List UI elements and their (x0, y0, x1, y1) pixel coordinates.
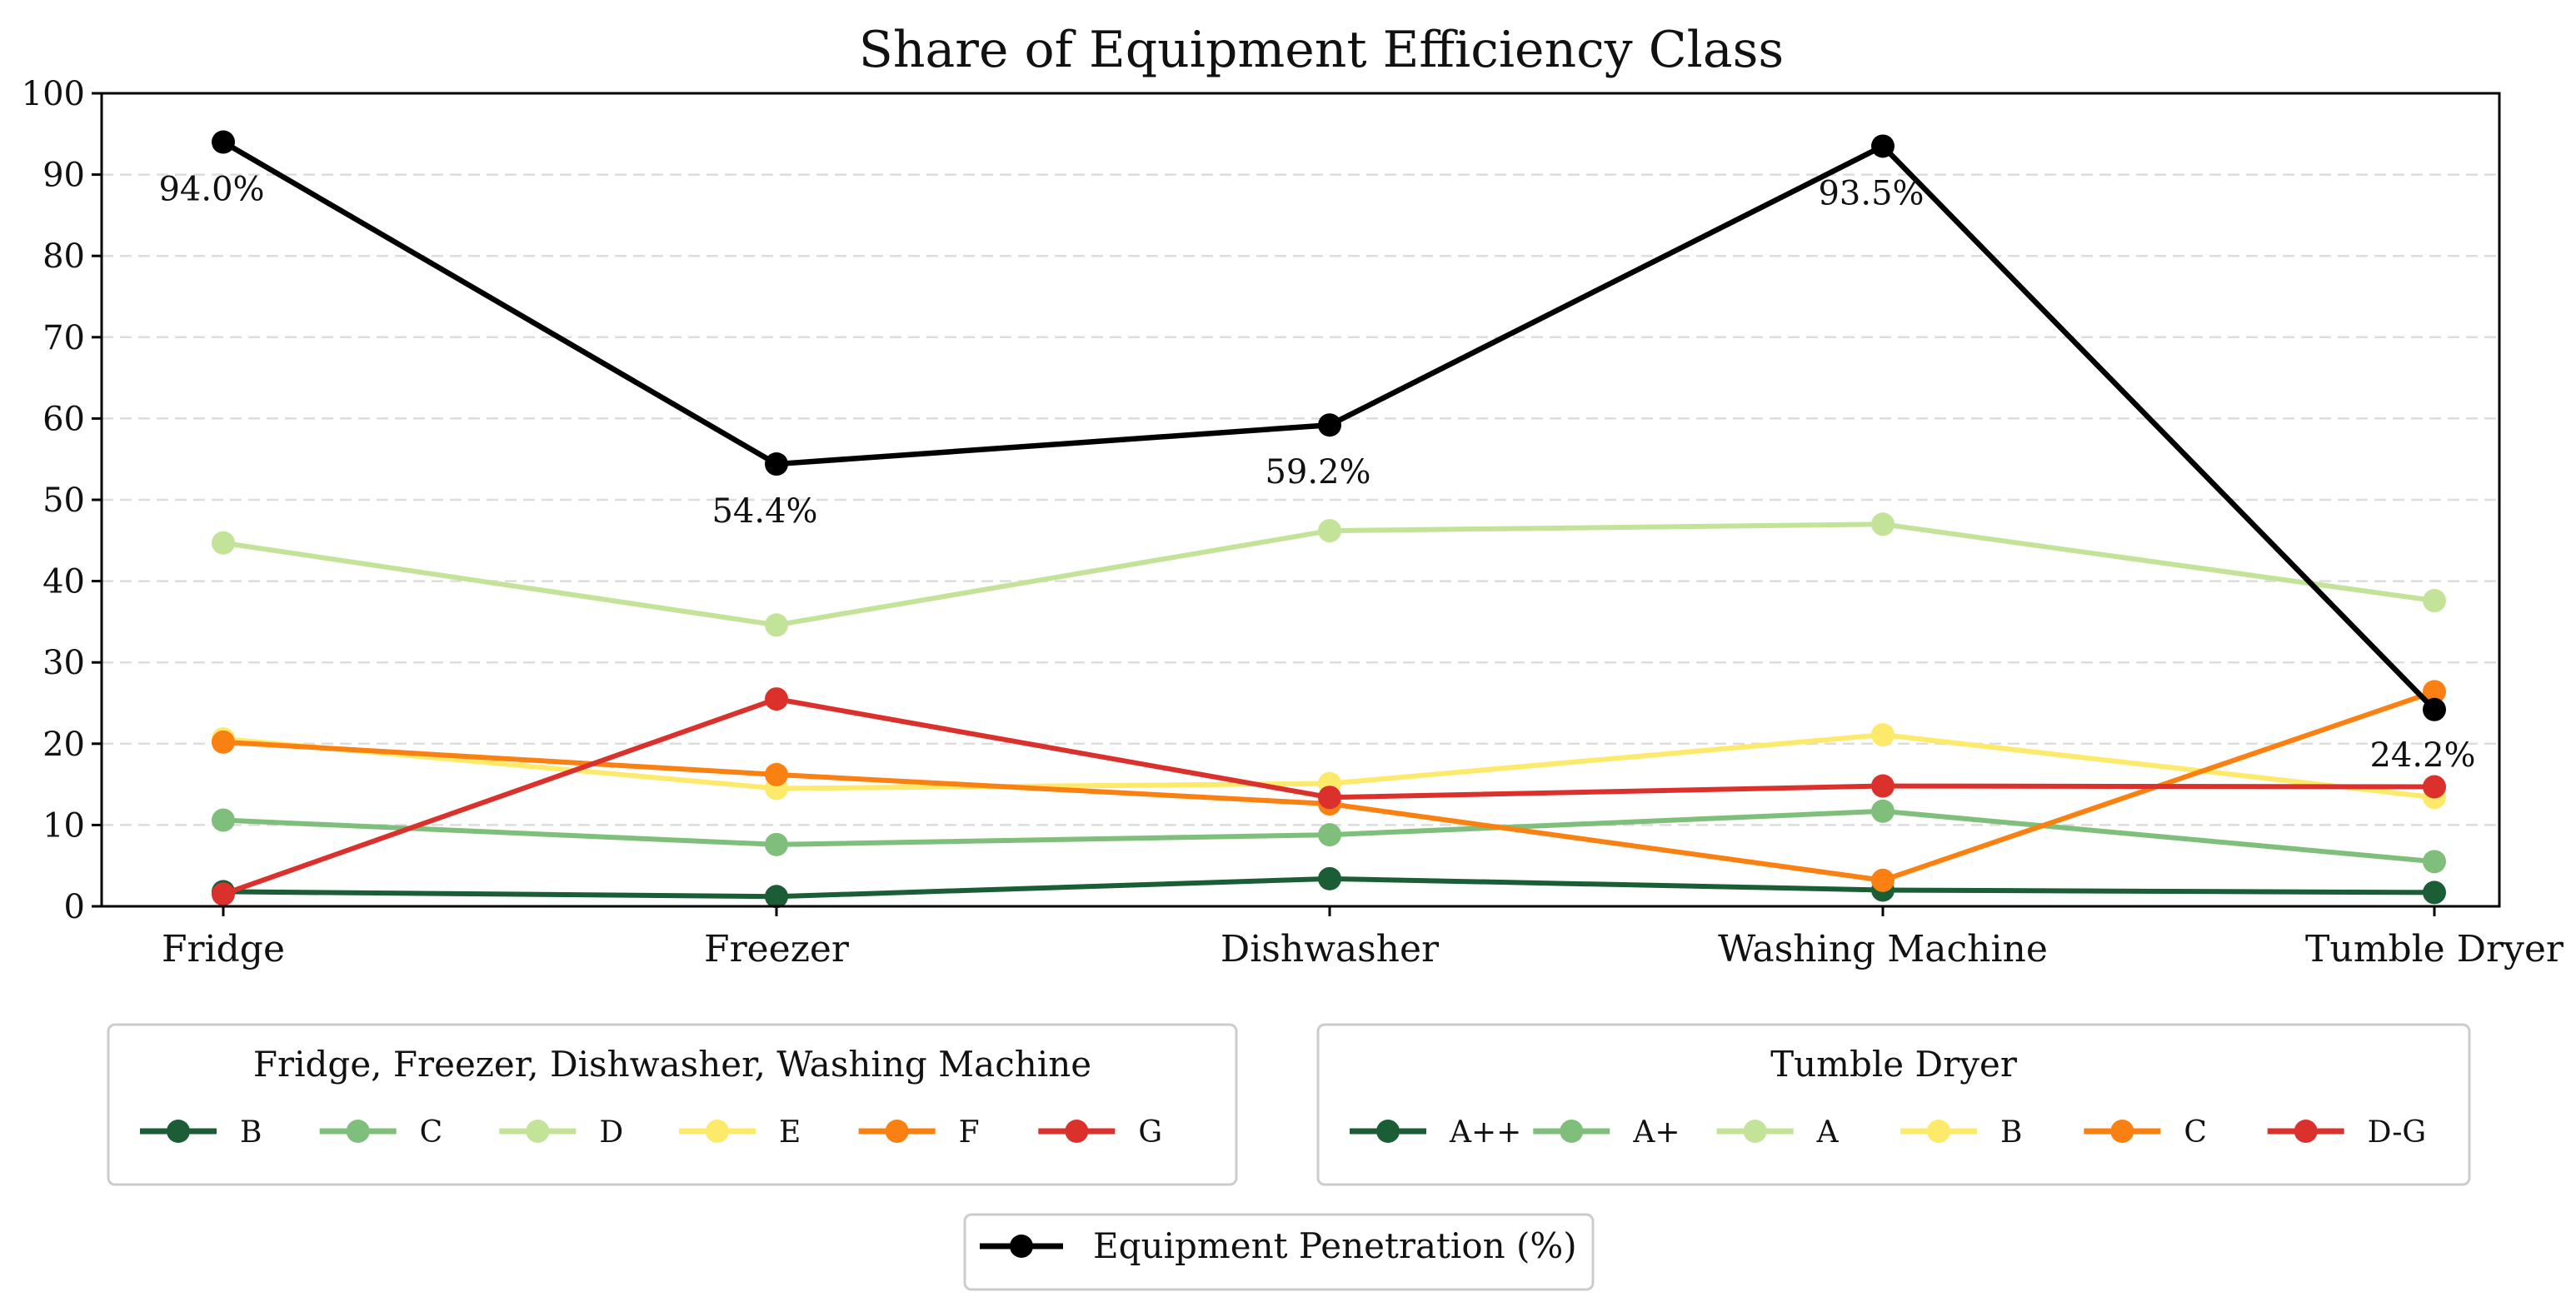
legend-box (1316, 1023, 2471, 1186)
penetration-point (2423, 697, 2446, 721)
legend-title: Tumble Dryer (1770, 1044, 2018, 1085)
legend-handle-marker (1376, 1120, 1400, 1143)
y-tick-label: 0 (64, 888, 85, 926)
legend-title: Fridge, Freezer, Dishwasher, Washing Mac… (253, 1044, 1091, 1085)
legend-handle-marker (1560, 1120, 1584, 1143)
plot-frame (100, 92, 2501, 908)
series-group (212, 130, 2446, 909)
y-tick-label: 90 (42, 157, 85, 195)
series-d-point (212, 531, 235, 555)
legend-label: D (599, 1115, 623, 1150)
series-g-point (1318, 786, 1341, 810)
series-g-point (765, 687, 788, 711)
legend-handle-marker (1010, 1235, 1033, 1258)
y-tick-label: 80 (42, 237, 85, 276)
y-tick-label: 10 (42, 806, 85, 845)
legend-handle-marker (885, 1120, 909, 1143)
legend-label: G (1138, 1115, 1162, 1150)
legend-handle-marker (526, 1120, 550, 1143)
series-d-point (1871, 512, 1895, 536)
series-g-point (2423, 775, 2446, 799)
series-c-point (1871, 799, 1895, 823)
series-e-point (1871, 723, 1895, 747)
series-f-point (2423, 680, 2446, 704)
penetration-point (765, 452, 788, 476)
y-tick-label: 30 (42, 644, 85, 682)
penetration-label: 59.2% (1265, 453, 1370, 491)
legend-label: C (2184, 1115, 2207, 1150)
legend-handle-marker (2110, 1120, 2134, 1143)
x-tick-label: Dishwasher (1221, 928, 1440, 970)
series-d-point (765, 613, 788, 637)
legend-label: B (240, 1115, 262, 1150)
y-tick-label: 20 (42, 726, 85, 764)
legend-label: A (1816, 1115, 1840, 1150)
penetration-point (1318, 413, 1341, 437)
series-d-point (2423, 589, 2446, 613)
x-axis: Fridge Freezer Dishwasher Washing Machine Tu… (162, 906, 2564, 970)
legend-2: Tumble Dryer A++ A+ A B C D-G (1316, 1023, 2471, 1186)
y-tick-label: 60 (42, 400, 85, 438)
x-tick-label: Tumble Dryer (2305, 928, 2564, 970)
series-f-point (1871, 868, 1895, 892)
y-tick-label: 50 (42, 481, 85, 520)
legend-label: Equipment Penetration (%) (1093, 1225, 1577, 1266)
legend-box (963, 1213, 1595, 1291)
series-f-point (212, 730, 235, 754)
y-tick-label: 70 (42, 319, 85, 357)
y-axis: 0 10 20 30 40 50 60 70 80 90 100 (22, 75, 102, 926)
legend-1: Fridge, Freezer, Dishwasher, Washing Mac… (107, 1023, 1238, 1186)
legend-label: A++ (1449, 1115, 1521, 1150)
legend-label: A+ (1632, 1115, 1680, 1150)
legend-penetration: Equipment Penetration (%) (963, 1213, 1595, 1291)
legend-label: D-G (2368, 1115, 2426, 1150)
legend-label: C (420, 1115, 443, 1150)
legend-handle-marker (167, 1120, 190, 1143)
legend-handle-marker (1927, 1120, 1950, 1143)
series-d-point (1318, 519, 1341, 543)
x-tick-label: Freezer (704, 928, 850, 970)
legend-label: E (779, 1115, 801, 1150)
legend-handle-marker (1065, 1120, 1089, 1143)
legend-label: F (959, 1115, 980, 1150)
series-c-point (765, 832, 788, 856)
legend-handle-marker (346, 1120, 370, 1143)
series-c-point (1318, 823, 1341, 847)
series-g-point (1871, 774, 1895, 798)
penetration-label: 94.0% (158, 171, 264, 209)
legend-handle-marker (1743, 1120, 1767, 1143)
y-tick-label: 40 (42, 563, 85, 601)
series-b-point (765, 885, 788, 909)
series-b-point (1318, 866, 1341, 890)
penetration-label: 54.4% (711, 492, 817, 531)
series-c-point (212, 808, 235, 832)
legend-handle-marker (2294, 1120, 2318, 1143)
legend-handle-marker (706, 1120, 729, 1143)
x-tick-label: Fridge (162, 928, 285, 970)
legends: Fridge, Freezer, Dishwasher, Washing Mac… (107, 1023, 2471, 1291)
grid-lines (102, 173, 2499, 826)
chart-title: Share of Equipment Efficiency Class (859, 21, 1784, 79)
penetration-label: 93.5% (1818, 174, 1924, 212)
x-tick-label: Washing Machine (1718, 928, 2048, 970)
series-b-point (2423, 880, 2446, 905)
penetration-annotations: 94.0% 54.4% 59.2% 93.5% 24.2% (158, 171, 2475, 775)
y-tick-label: 100 (22, 75, 85, 113)
penetration-label: 24.2% (2369, 736, 2475, 775)
penetration-point (1871, 134, 1895, 158)
series-g-point (212, 882, 235, 906)
penetration-point (212, 130, 235, 154)
series-f-point (765, 762, 788, 786)
legend-label: B (2000, 1115, 2022, 1150)
legend-box (107, 1023, 1238, 1186)
series-c-point (2423, 850, 2446, 874)
